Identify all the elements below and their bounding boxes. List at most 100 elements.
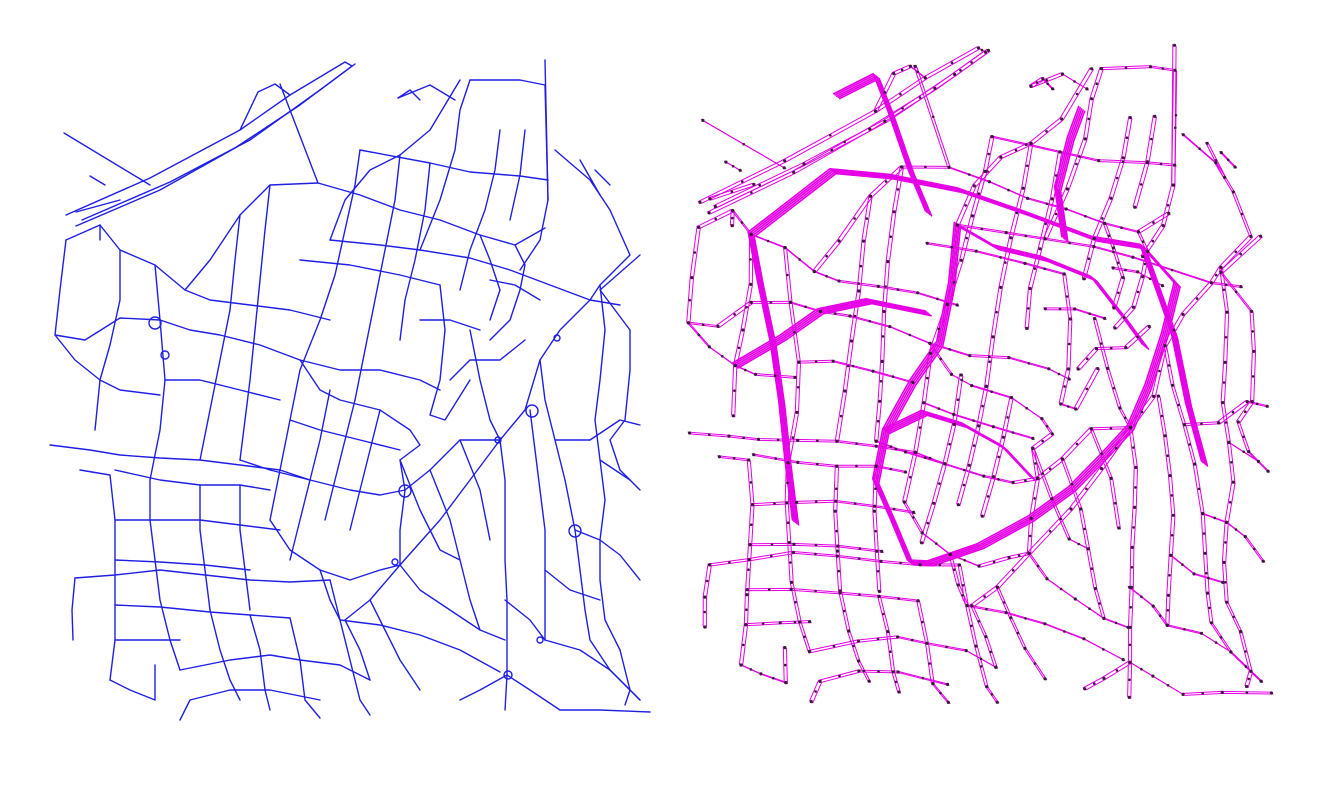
graph-node: [708, 197, 712, 201]
graph-node: [908, 64, 912, 68]
graph-node: [1054, 174, 1058, 177]
graph-edge: [1230, 442, 1261, 463]
graph-node: [1147, 324, 1151, 328]
street-segment: [229, 214, 241, 311]
graph-node: [1170, 534, 1174, 537]
graph-node: [717, 455, 721, 459]
graph-node: [1242, 450, 1245, 454]
graph-node: [878, 399, 882, 403]
graph-node: [1128, 585, 1132, 590]
graph-node: [938, 482, 941, 485]
graph-node: [1174, 113, 1178, 117]
graph-edge: [958, 69, 1094, 227]
graph-node: [977, 192, 981, 195]
graph-node: [857, 669, 861, 673]
graph-node: [1007, 356, 1011, 360]
graph-edge: [948, 552, 1122, 660]
graph-node: [1123, 416, 1127, 420]
graph-node: [1269, 691, 1273, 695]
graph-node: [697, 333, 701, 337]
street-segment: [544, 59, 549, 201]
graph-node: [1128, 116, 1132, 120]
graph-node: [980, 227, 984, 231]
graph-node: [796, 438, 800, 442]
graph-edge: [750, 499, 913, 512]
graph-node: [1006, 416, 1009, 419]
main-route-strand: [1056, 108, 1083, 240]
graph-node: [730, 190, 734, 193]
graph-node: [1097, 159, 1101, 163]
graph-node: [1041, 77, 1045, 81]
street-segment: [54, 334, 161, 396]
graph-node: [816, 462, 819, 466]
graph-edge: [959, 386, 989, 507]
graph-edge: [836, 466, 843, 593]
graph-edge: [729, 209, 732, 226]
graph-node: [1225, 600, 1229, 604]
graph-node: [1251, 375, 1255, 378]
graph-node: [987, 152, 990, 156]
graph-node: [874, 529, 877, 533]
graph-node: [853, 502, 857, 505]
graph-node: [1114, 621, 1118, 625]
graph-node: [1077, 542, 1080, 546]
graph-node: [852, 644, 855, 648]
graph-node: [1214, 159, 1218, 162]
graph-node: [1004, 611, 1008, 615]
graph-node: [855, 442, 858, 445]
graph-node: [1134, 486, 1137, 489]
graph-node: [1222, 288, 1226, 292]
graph-node: [880, 549, 884, 554]
graph-node: [731, 164, 735, 168]
graph-edge: [973, 135, 1253, 608]
street-segment: [344, 619, 371, 681]
graph-edge: [995, 585, 1044, 679]
graph-node: [901, 107, 904, 110]
graph-node: [972, 419, 975, 422]
graph-node: [1001, 435, 1005, 439]
graph-node: [1166, 593, 1170, 597]
graph-edge: [748, 589, 921, 603]
graph-node: [1083, 527, 1086, 531]
graph-node: [884, 180, 888, 183]
graph-node: [986, 495, 990, 498]
graph-node: [1026, 164, 1029, 168]
graph-node: [742, 436, 745, 440]
graph-edge: [916, 428, 1133, 485]
graph-node: [1124, 346, 1128, 350]
graph-node: [970, 214, 975, 218]
graph-node: [847, 629, 851, 633]
graph-edge: [990, 135, 1174, 165]
street-segment: [419, 79, 471, 251]
graph-node: [1245, 400, 1249, 404]
graph-node: [939, 691, 942, 695]
graph-edge: [902, 500, 1028, 566]
graph-edge: [1092, 429, 1121, 530]
main-route-strand: [737, 302, 932, 369]
graph-node: [1031, 446, 1035, 450]
graph-node: [778, 621, 782, 625]
graph-node: [789, 587, 793, 592]
graph-node: [1168, 574, 1171, 577]
graph-edge: [877, 167, 904, 443]
graph-node: [1243, 410, 1247, 414]
street-segment: [239, 484, 251, 611]
graph-node: [936, 297, 939, 301]
graph-node: [750, 191, 753, 194]
graph-node: [1240, 212, 1244, 216]
graph-node: [1089, 427, 1093, 431]
graph-node: [773, 374, 777, 378]
graph-edge: [786, 248, 802, 465]
graph-node: [1099, 342, 1103, 345]
graph-node: [1043, 307, 1047, 311]
graph-node: [837, 569, 841, 573]
graph-node: [882, 309, 886, 314]
graph-node: [939, 357, 942, 361]
graph-node: [1026, 307, 1030, 310]
graph-node: [793, 375, 797, 379]
graph-edge: [782, 646, 785, 683]
graph-node: [703, 610, 706, 614]
graph-node: [1067, 342, 1071, 346]
graph-node: [1132, 526, 1135, 529]
street-segment: [594, 169, 611, 186]
